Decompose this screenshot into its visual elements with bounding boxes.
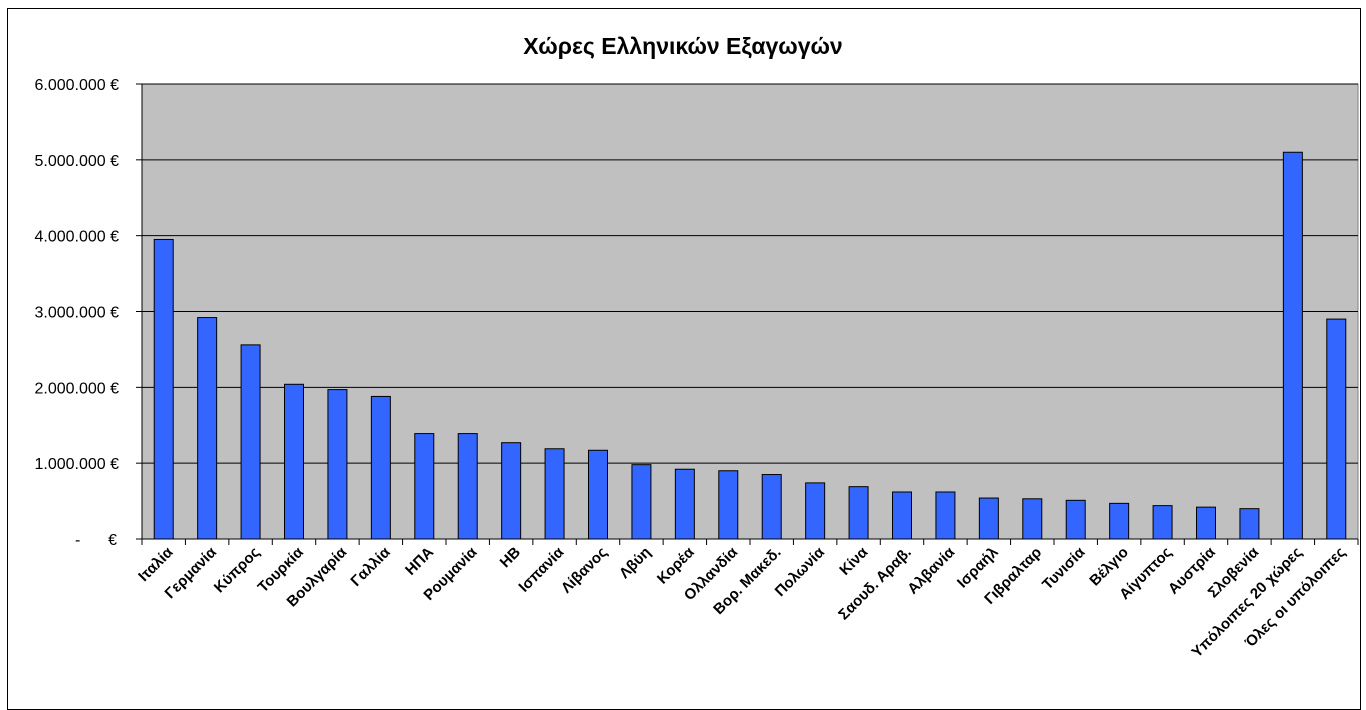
bar — [1109, 502, 1130, 540]
x-category-label: Γαλλία — [348, 543, 395, 590]
bar — [501, 442, 522, 540]
bar — [631, 464, 652, 540]
x-category-label: Αλβανία — [904, 543, 958, 597]
bar — [805, 482, 826, 540]
y-tick-currency: € — [108, 532, 117, 549]
bar — [457, 433, 478, 540]
x-axis-labels: ΙταλίαΓερμανίαΚύπροςΤουρκίαΒουλγαρίαΓαλλ… — [135, 543, 1349, 661]
x-category-label: Λβύη — [616, 544, 654, 582]
bar — [588, 449, 608, 540]
chart-title: Χώρες Ελληνικών Εξαγωγών — [523, 33, 843, 59]
x-category-label: Κίνα — [836, 543, 872, 579]
x-category-label: ΗΒ — [497, 544, 524, 571]
x-category-label: ΗΠΑ — [402, 544, 437, 579]
y-tick-label: - — [75, 532, 80, 549]
x-category-label: Ιταλία — [135, 543, 177, 585]
bar — [674, 468, 695, 540]
y-tick-label: 5.000.000 € — [34, 153, 119, 170]
y-tick-label: 2.000.000 € — [34, 380, 119, 397]
y-tick-label: 3.000.000 € — [34, 305, 119, 322]
bar — [1022, 498, 1043, 540]
bar — [153, 238, 174, 540]
bar — [1326, 318, 1347, 540]
y-tick-label: 1.000.000 € — [34, 456, 119, 473]
x-category-label: Τυνισία — [1039, 543, 1089, 593]
bars — [153, 151, 1347, 540]
y-axis-ticks: - €1.000.000 € 2.000.000 € 3.000.000 € 4.000… — [34, 77, 119, 549]
gridlines — [142, 83, 1358, 464]
y-tick-label: 6.000.000 € — [34, 77, 119, 94]
bar — [327, 389, 348, 540]
bar — [848, 486, 869, 540]
x-category-label: Κύπρος — [211, 544, 264, 597]
bar — [1065, 499, 1086, 540]
bar — [1239, 508, 1260, 540]
axes — [136, 83, 1359, 545]
bar — [544, 448, 565, 540]
bar — [1196, 506, 1216, 540]
bar — [935, 491, 956, 540]
bar — [414, 433, 435, 540]
bar — [370, 395, 391, 540]
bar — [1152, 505, 1173, 540]
y-tick-label: 4.000.000 € — [34, 229, 119, 246]
bar — [284, 383, 304, 540]
bar — [197, 317, 218, 540]
bar — [240, 344, 261, 540]
bar — [1282, 151, 1303, 540]
x-category-label: Λίβανος — [558, 544, 611, 597]
bar — [892, 491, 912, 540]
bar — [978, 497, 999, 540]
bar — [718, 470, 739, 540]
bar — [761, 474, 782, 540]
